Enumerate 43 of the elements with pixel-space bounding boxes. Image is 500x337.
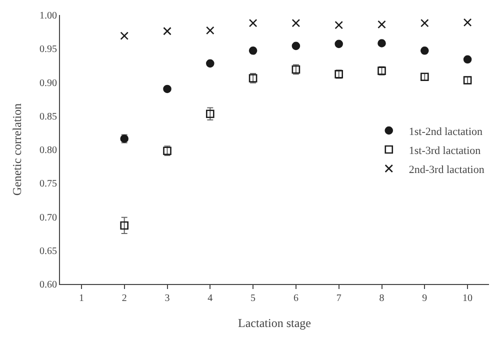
y-tick-label: 0.95 bbox=[40, 44, 57, 56]
x-tick-label: 5 bbox=[250, 293, 256, 304]
point bbox=[206, 110, 214, 118]
y-tick-label: 0.60 bbox=[40, 280, 57, 290]
y-tick-label: 0.70 bbox=[40, 212, 57, 224]
x-tick-label: 3 bbox=[164, 293, 170, 304]
legend-label: 2nd-3rd lactation bbox=[408, 164, 485, 176]
x-tick-label: 9 bbox=[422, 293, 428, 304]
point bbox=[334, 20, 343, 30]
x-tick-label: 6 bbox=[293, 293, 298, 304]
point bbox=[420, 18, 429, 28]
point bbox=[248, 18, 258, 28]
y-tick-label: 0.75 bbox=[40, 178, 57, 190]
point bbox=[334, 40, 343, 48]
point bbox=[120, 221, 128, 230]
y-tick-label: 0.85 bbox=[40, 111, 57, 122]
legend-label: 1st-3rd lactation bbox=[408, 144, 482, 157]
point bbox=[206, 59, 214, 68]
point bbox=[463, 55, 472, 64]
y-axis-title: Genetic correlation bbox=[10, 103, 24, 196]
legend-label: 1st-2nd lactation bbox=[408, 126, 483, 138]
point bbox=[163, 26, 172, 36]
y-tick-label: 0.80 bbox=[40, 145, 57, 156]
y-tick-label: 1.00 bbox=[40, 10, 57, 22]
y-tick-label: 0.90 bbox=[40, 78, 57, 89]
point bbox=[378, 20, 386, 29]
point bbox=[463, 18, 472, 27]
point bbox=[378, 39, 386, 48]
point bbox=[248, 46, 258, 55]
x-tick-label: 2 bbox=[122, 293, 127, 304]
point bbox=[163, 84, 172, 94]
x-tick-label: 10 bbox=[462, 293, 473, 304]
x-tick-label: 4 bbox=[208, 293, 213, 304]
y-tick-label: 0.65 bbox=[40, 246, 57, 257]
x-tick-label: 1 bbox=[78, 293, 84, 304]
x-axis-title: Lactation stage bbox=[238, 316, 311, 330]
point bbox=[206, 26, 214, 35]
point bbox=[292, 18, 300, 28]
x-tick-label: 8 bbox=[379, 293, 384, 304]
point bbox=[420, 46, 429, 55]
x-tick-label: 7 bbox=[336, 293, 342, 304]
point bbox=[292, 42, 300, 50]
point bbox=[120, 32, 128, 40]
